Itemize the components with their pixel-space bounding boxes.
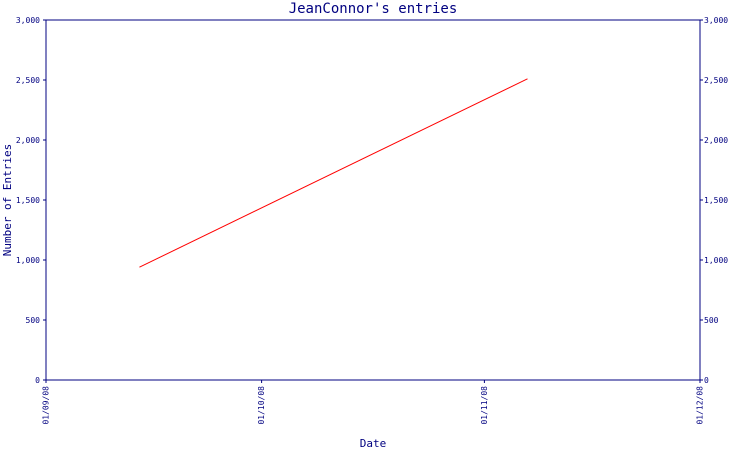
y-tick-label-left: 2,000 (16, 136, 40, 145)
y-tick-label-left: 1,500 (16, 196, 40, 205)
y-axis-label: Number of Entries (1, 144, 14, 257)
y-tick-label-right: 3,000 (704, 16, 728, 25)
x-tick-label: 01/11/08 (480, 386, 489, 425)
axis-ticks: 0 0 500 500 1,000 1,000 1,500 1,500 2,000 2,000 2,… (16, 16, 728, 425)
y-tick-label-right: 1,000 (704, 256, 728, 265)
y-tick-label-right: 500 (704, 316, 719, 325)
chart-title: JeanConnor's entries (289, 1, 458, 17)
series-layer (139, 78, 528, 268)
y-tick-label-left: 0 (35, 376, 40, 385)
y-tick-label-left: 3,000 (16, 16, 40, 25)
y-tick-label-left: 2,500 (16, 76, 40, 85)
plot-area (45, 19, 701, 381)
x-axis-label: Date (360, 437, 387, 450)
y-tick-label-right: 2,500 (704, 76, 728, 85)
x-tick-label: 01/10/08 (257, 386, 266, 425)
y-tick-label-right: 1,500 (704, 196, 728, 205)
y-tick-label-right: 0 (704, 376, 709, 385)
y-tick-label-left: 1,000 (16, 256, 40, 265)
x-tick-label: 01/12/08 (696, 386, 705, 425)
series-line (139, 78, 528, 268)
x-tick-label: 01/09/08 (42, 386, 51, 425)
y-tick-label-left: 500 (26, 316, 41, 325)
y-tick-label-right: 2,000 (704, 136, 728, 145)
